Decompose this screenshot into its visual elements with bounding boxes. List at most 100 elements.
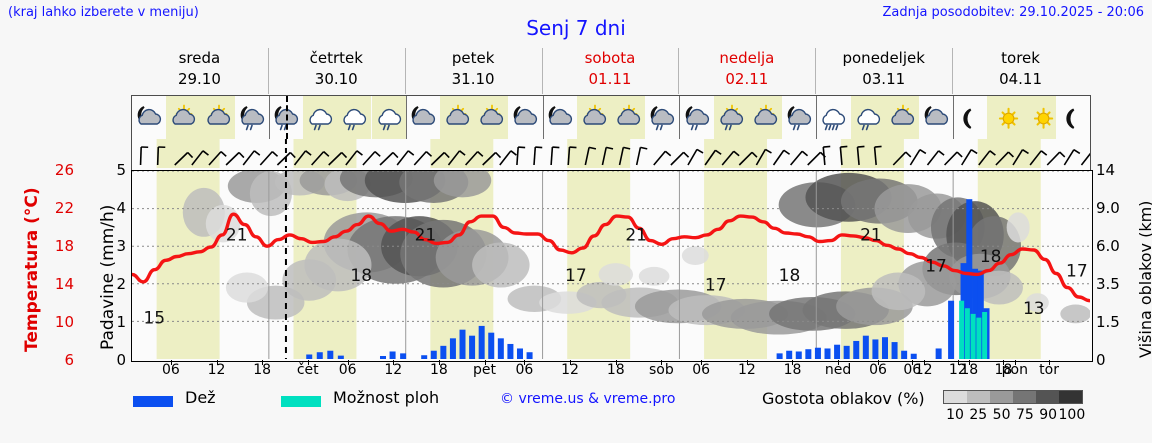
- x-axis-tick-mark: [615, 360, 617, 365]
- cloud-density-ramp-step-10: [944, 391, 967, 403]
- page-title: Senj 7 dni: [526, 16, 626, 40]
- x-axis-tick-mark: [878, 360, 880, 365]
- precipitation-bar: [306, 354, 313, 359]
- precipitation-bar: [469, 335, 476, 359]
- wind-barb: [550, 146, 560, 166]
- wind-barb: [311, 151, 330, 166]
- wind-barb: [242, 150, 261, 166]
- temperature-value-label: 18: [350, 266, 372, 286]
- day-header-5: ponedeljek 03.11: [815, 48, 952, 90]
- day-date: 30.10: [314, 70, 358, 88]
- wind-barb: [978, 150, 996, 166]
- location-menu-note[interactable]: (kraj lahko izberete v meniju): [8, 5, 199, 20]
- cloud-density-color-ramp: [943, 390, 1083, 404]
- copyright-link[interactable]: © vreme.us & vreme.pro: [500, 391, 676, 407]
- x-axis-tick-mark: [1003, 360, 1005, 365]
- cloud-density-blob: [975, 270, 1023, 305]
- moon-cloud-icon: [543, 96, 577, 139]
- precipitation-bar: [337, 355, 344, 359]
- precipitation-bar: [935, 348, 942, 359]
- cloud-height-tick-label: 0: [1096, 351, 1106, 369]
- sun-icon: [987, 96, 1022, 139]
- cloud-height-tick-label: 3.5: [1096, 275, 1120, 293]
- moon-icon: [1056, 96, 1090, 139]
- wind-barb: [208, 151, 227, 166]
- precipitation-bar: [853, 340, 860, 359]
- rain-legend-swatch: [133, 396, 173, 407]
- icon-day-divider: [953, 96, 955, 139]
- x-axis-tick-mark: [393, 360, 395, 365]
- wind-barb: [1029, 150, 1048, 166]
- temperature-value-label: 18: [980, 247, 1002, 267]
- day-separator: [815, 48, 817, 94]
- cloud-density-tick-label: 100: [1058, 407, 1086, 423]
- precipitation-bar: [526, 352, 533, 359]
- temperature-axis-title: Temperatura (°C): [22, 187, 42, 352]
- x-axis-tick-18: 18: [994, 362, 1013, 378]
- precipitation-bar: [421, 355, 428, 359]
- cloud-density-blob: [638, 266, 670, 286]
- x-axis-tick-mark: [307, 360, 309, 365]
- cloud-rain-icon: [303, 96, 338, 139]
- wind-barb: [721, 150, 740, 166]
- last-updated-text: Zadnja posodobitev: 29.10.2025 - 20:06: [882, 5, 1144, 20]
- wind-barb: [670, 151, 690, 166]
- day-separator: [404, 48, 406, 94]
- day-header-3: sobota 01.11: [542, 48, 679, 90]
- day-name: ponedeljek: [842, 49, 925, 67]
- x-axis-tick-06: 06: [869, 362, 887, 378]
- moon-cloud-rain-icon: [235, 96, 269, 139]
- sun-cloud-icon: [611, 96, 646, 139]
- moon-cloud-icon: [406, 96, 440, 139]
- wind-barb: [687, 148, 704, 166]
- icon-day-divider: [405, 96, 407, 139]
- shower-bar: [982, 312, 988, 359]
- temperature-value-label: 13: [1023, 299, 1045, 319]
- x-axis-tick-mark: [570, 360, 572, 365]
- precipitation-bar: [786, 350, 793, 359]
- day-name: torek: [1001, 49, 1040, 67]
- precipitation-bar: [488, 332, 495, 359]
- x-axis-tick-12: 12: [384, 362, 403, 378]
- wind-barb: [396, 150, 415, 166]
- precipitation-bar: [910, 353, 917, 359]
- x-axis-tick-mark: [1014, 360, 1016, 365]
- day-header-2: petek 31.10: [405, 48, 542, 90]
- wind-barb: [259, 151, 279, 166]
- x-axis-tick-pon: pon: [1001, 362, 1028, 378]
- cloud-density-blob: [433, 171, 492, 198]
- precipitation-bar: [814, 347, 821, 359]
- precipitation-bar: [449, 338, 456, 359]
- sun-cloud-icon: [474, 96, 509, 139]
- icon-day-divider: [679, 96, 681, 139]
- cloud-density-blob: [681, 246, 709, 265]
- precipitation-bar: [891, 342, 898, 359]
- precipitation-bar: [948, 300, 955, 359]
- shower-bar: [959, 300, 965, 359]
- precipitation-bar: [316, 352, 323, 359]
- moon-cloud-icon: [132, 96, 166, 139]
- precipitation-bar: [881, 337, 888, 359]
- wind-barb: [328, 151, 348, 166]
- wind-barb: [413, 151, 433, 166]
- wind-barb: [1063, 149, 1081, 166]
- temperature-value-label: 18: [779, 266, 801, 286]
- icon-day-divider: [816, 96, 818, 139]
- wind-barb: [430, 151, 450, 166]
- cloud-density-ramp-step-25: [967, 391, 990, 403]
- precipitation-bar: [795, 351, 802, 359]
- day-name: petek: [451, 49, 495, 67]
- day-date: 04.11: [999, 70, 1043, 88]
- cloud-density-blob: [598, 263, 634, 286]
- precipitation-bar: [379, 355, 386, 359]
- x-axis-tick-mark: [216, 360, 218, 365]
- day-separator: [952, 48, 954, 94]
- wind-barb: [174, 151, 194, 166]
- cloud-rain-icon: [850, 96, 885, 139]
- cloud-height-tick-label: 1.5: [1096, 313, 1120, 331]
- x-axis-tick-06: 06: [162, 362, 180, 378]
- wind-barb: [738, 151, 758, 166]
- wind-barb: [362, 151, 381, 166]
- temperature-value-label: 12: [1089, 313, 1090, 333]
- rain-legend-label: Dež: [185, 388, 216, 407]
